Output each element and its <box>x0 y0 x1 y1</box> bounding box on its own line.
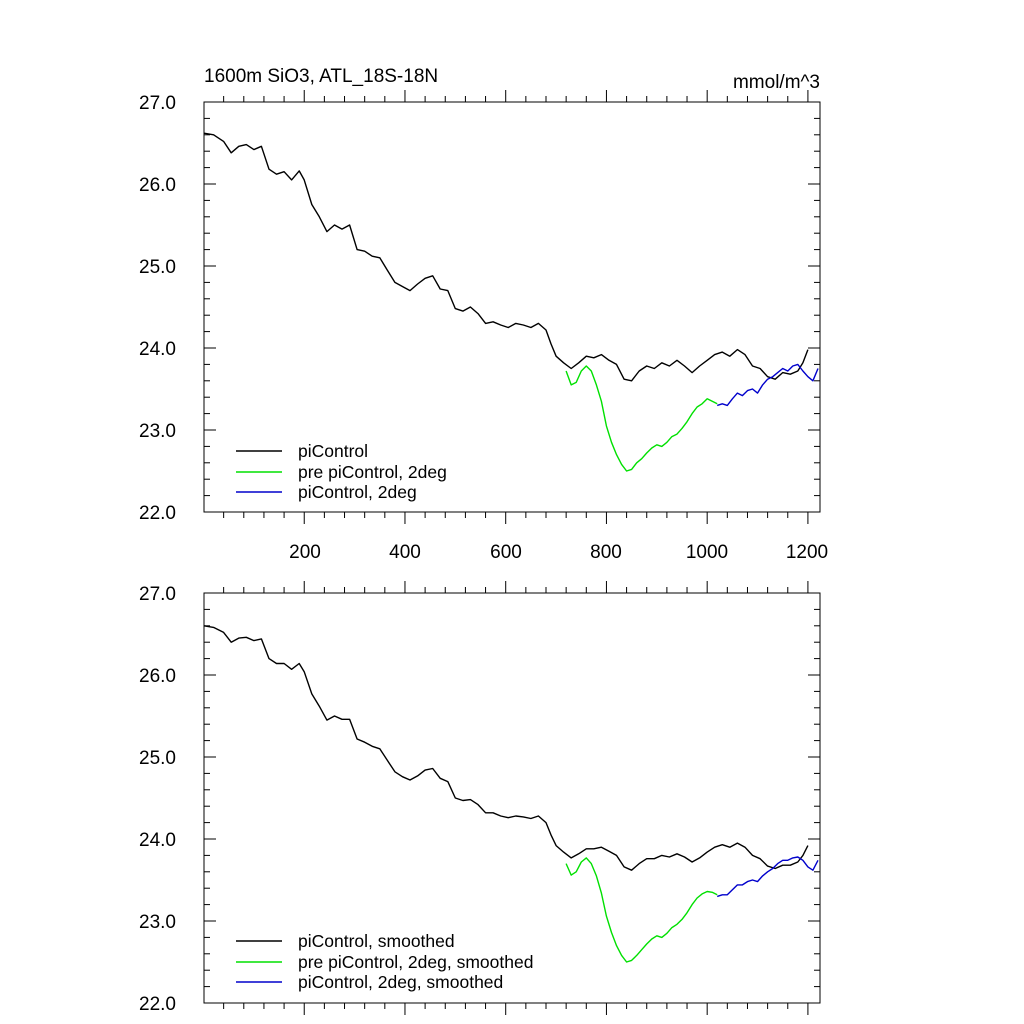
legend: piControl, smoothed pre piControl, 2deg,… <box>236 931 533 992</box>
x-tick-label: 1000 <box>686 542 728 563</box>
y-tick-label: 27.0 <box>139 584 176 605</box>
legend: piControl pre piControl, 2deg piControl,… <box>236 441 447 502</box>
y-tick-labels: 22.0 23.0 24.0 25.0 26.0 27.0 <box>139 93 176 524</box>
legend-label: piControl, 2deg <box>298 482 417 502</box>
legend-label: piControl, 2deg, smoothed <box>298 972 503 992</box>
plot-frame <box>203 101 821 513</box>
y-tick-label: 23.0 <box>139 912 176 933</box>
chart-title: 1600m SiO3, ATL_18S-18N <box>204 66 438 87</box>
series-line-1 <box>565 857 718 963</box>
plot-frame <box>203 592 821 1004</box>
series-line-0 <box>203 625 809 871</box>
y-tick-label: 26.0 <box>139 666 176 687</box>
series-line-1 <box>565 365 718 472</box>
y-tick-label: 24.0 <box>139 339 176 360</box>
x-tick-label: 800 <box>590 542 622 563</box>
legend-label: pre piControl, 2deg, smoothed <box>298 952 533 972</box>
y-tick-label: 25.0 <box>139 257 176 278</box>
series-line-2 <box>716 856 819 898</box>
y-tick-label: 22.0 <box>139 994 176 1015</box>
y-tick-label: 23.0 <box>139 421 176 442</box>
y-tick-labels: 22.0 23.0 24.0 25.0 26.0 27.0 <box>139 584 176 1015</box>
x-tick-label: 400 <box>389 542 421 563</box>
y-tick-label: 25.0 <box>139 748 176 769</box>
x-tick-label: 1200 <box>786 542 828 563</box>
y-tick-label: 24.0 <box>139 830 176 851</box>
series-line-2 <box>716 363 819 407</box>
x-tick-label: 600 <box>490 542 522 563</box>
y-tick-label: 27.0 <box>139 93 176 114</box>
y-tick-label: 22.0 <box>139 503 176 524</box>
series-line-0 <box>203 132 809 382</box>
y-tick-label: 26.0 <box>139 175 176 196</box>
top-panel: 1600m SiO3, ATL_18S-18N mmol/m^3 22.0 23… <box>139 66 828 563</box>
legend-label: pre piControl, 2deg <box>298 462 447 482</box>
legend-label: piControl <box>298 441 368 461</box>
legend-label: piControl, smoothed <box>298 931 455 951</box>
x-tick-labels: 200 400 600 800 1000 1200 <box>289 542 828 563</box>
bottom-panel: 22.0 23.0 24.0 25.0 26.0 27.0 piControl,… <box>139 581 821 1015</box>
x-tick-label: 200 <box>289 542 321 563</box>
units-label: mmol/m^3 <box>733 72 820 93</box>
